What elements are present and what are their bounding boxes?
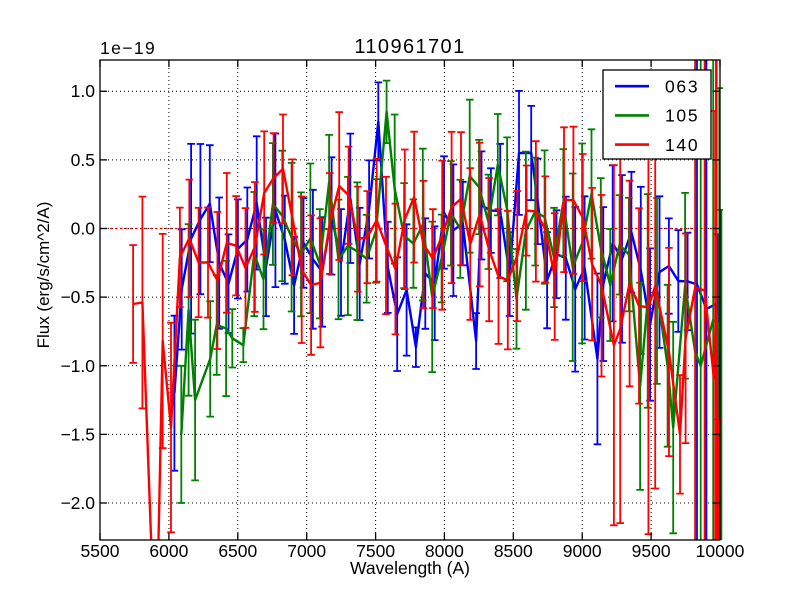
svg-text:−0.5: −0.5 — [60, 287, 95, 307]
svg-text:5500: 5500 — [81, 541, 120, 561]
svg-text:Flux (erg/s/cm^2/A): Flux (erg/s/cm^2/A) — [34, 202, 53, 349]
svg-text:1.0: 1.0 — [71, 81, 96, 101]
svg-text:7000: 7000 — [287, 541, 326, 561]
svg-text:10000: 10000 — [696, 541, 745, 561]
svg-text:105: 105 — [665, 106, 699, 126]
svg-text:110961701: 110961701 — [354, 36, 465, 58]
svg-text:−2.0: −2.0 — [60, 493, 95, 513]
svg-text:140: 140 — [665, 135, 699, 155]
svg-text:1e−19: 1e−19 — [100, 38, 156, 58]
svg-text:6500: 6500 — [218, 541, 257, 561]
svg-text:0.0: 0.0 — [71, 219, 96, 239]
svg-text:−1.0: −1.0 — [60, 356, 95, 376]
svg-text:−1.5: −1.5 — [60, 424, 95, 444]
svg-text:0.5: 0.5 — [71, 150, 95, 170]
svg-text:9000: 9000 — [563, 541, 602, 561]
svg-text:6000: 6000 — [149, 541, 188, 561]
svg-text:7500: 7500 — [356, 541, 395, 561]
svg-text:8500: 8500 — [494, 541, 533, 561]
svg-text:063: 063 — [665, 77, 699, 97]
svg-text:9500: 9500 — [632, 541, 671, 561]
svg-text:8000: 8000 — [425, 541, 464, 561]
svg-text:Wavelength (A): Wavelength (A) — [350, 558, 470, 578]
